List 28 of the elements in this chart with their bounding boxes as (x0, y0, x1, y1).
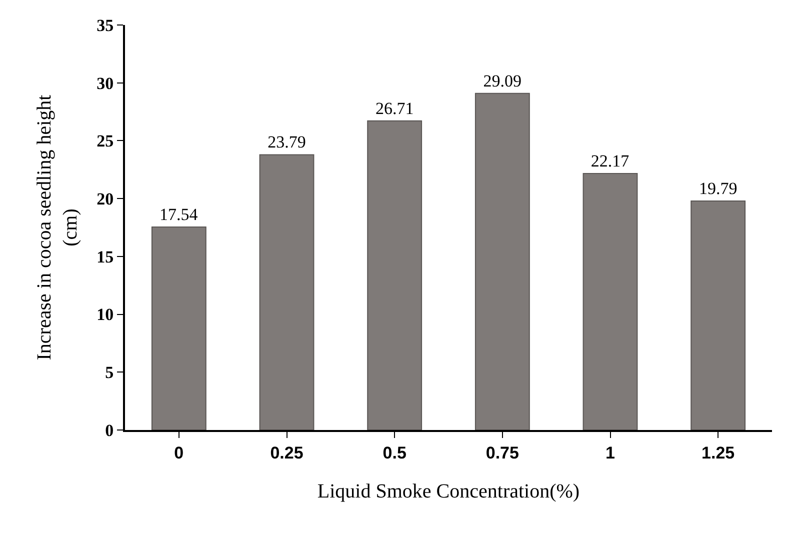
y-tick-label: 10 (96, 305, 114, 324)
data-label: 26.71 (375, 98, 414, 118)
data-label: 17.54 (160, 205, 198, 224)
y-tick-label: 20 (96, 190, 114, 209)
y-tick-label: 15 (96, 247, 114, 266)
bar (151, 226, 206, 430)
y-axis-title: Increase in cocoa seedling height (cm) (34, 94, 82, 360)
y-tick-label: 25 (96, 132, 114, 151)
x-tick-label: 1.25 (702, 443, 735, 462)
bar (474, 92, 530, 430)
x-axis-title: Liquid Smoke Concentration(%) (317, 480, 580, 502)
data-label: 23.79 (268, 132, 306, 152)
x-tick-label: 0.5 (382, 443, 406, 462)
y-tick-label: 0 (105, 420, 114, 440)
data-label: 22.17 (590, 151, 630, 170)
x-tick-label: 1 (606, 443, 615, 462)
data-label: 19.79 (698, 179, 738, 198)
data-label: 29.09 (483, 71, 522, 90)
bar (690, 200, 746, 430)
bar (259, 154, 314, 430)
y-tick-label: 30 (96, 74, 114, 93)
y-tick-label: 5 (105, 363, 114, 382)
bar (582, 172, 638, 430)
bar (367, 120, 422, 430)
x-tick-label: 0 (174, 443, 184, 462)
x-tick-label: 0.75 (486, 443, 519, 462)
y-tick-label: 35 (96, 16, 114, 35)
x-tick-label: 0.25 (270, 443, 304, 462)
